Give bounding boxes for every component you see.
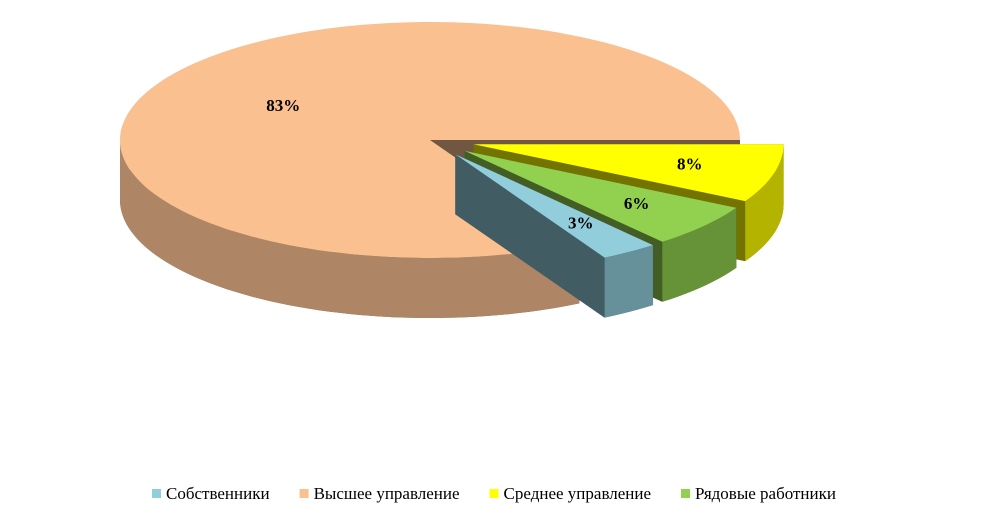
legend: Собственники Высшее управление Среднее упр…: [152, 484, 836, 503]
data-label: 8%: [677, 154, 703, 173]
data-label: 83%: [266, 96, 300, 115]
legend-label: Рядовые работники: [695, 484, 836, 503]
legend-swatch: [489, 489, 499, 498]
legend-label: Высшее управление: [314, 484, 460, 503]
legend-label: Собственники: [166, 484, 270, 503]
slice-top: [473, 144, 784, 202]
legend-swatch: [681, 489, 691, 498]
legend-swatch: [152, 489, 161, 498]
slice-top: [455, 154, 653, 258]
data-label: 6%: [624, 194, 650, 213]
data-label: 3%: [568, 213, 594, 232]
legend-label: Среднее управление: [504, 484, 651, 503]
slice-side: [120, 140, 580, 318]
slice-wall: [455, 154, 605, 318]
slice: [455, 154, 653, 318]
legend-swatch: [299, 489, 309, 498]
slice-side: [662, 207, 737, 302]
slice-side: [745, 144, 784, 262]
slice: [120, 22, 740, 318]
slice-top: [120, 22, 740, 258]
slice-side: [604, 245, 653, 318]
slice-top: [464, 150, 737, 242]
